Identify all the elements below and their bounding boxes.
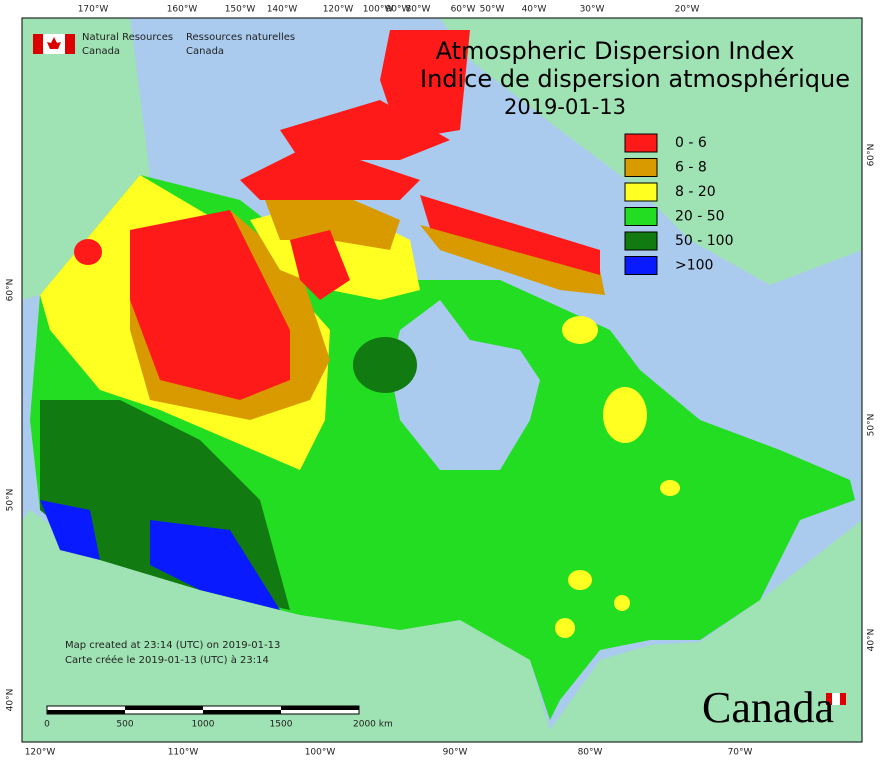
top-label: 120°W [323, 5, 354, 15]
legend-swatch [624, 133, 658, 153]
legend-label: 6 - 8 [675, 160, 707, 176]
top-label: 150°W [225, 5, 256, 15]
top-label: 50°W [480, 5, 505, 15]
right-label: 60°N [867, 144, 877, 167]
top-label: 30°W [580, 5, 605, 15]
top-label: 140°W [267, 5, 298, 15]
bottom-label: 80°W [578, 748, 603, 758]
bottom-label: 110°W [168, 748, 199, 758]
scale-label: 2000 km [353, 720, 393, 730]
logo-en: Natural Resources [82, 32, 173, 43]
logo: Natural Resources Canada Ressources natu… [33, 32, 846, 705]
top-label: 80°W [406, 5, 431, 15]
scale-label: 0 [44, 720, 50, 730]
left-label: 50°N [6, 489, 16, 512]
legend-swatch [624, 231, 658, 251]
bottom-label: 100°W [305, 748, 336, 758]
top-label: 160°W [167, 5, 198, 15]
frame [21, 17, 863, 743]
logo-fr: Canada [186, 46, 224, 57]
wordmark: Canada [702, 683, 834, 732]
top-label: 60°W [451, 5, 476, 15]
top-label: 90°W [386, 5, 411, 15]
legend-label: 8 - 20 [675, 184, 716, 200]
legend-swatch [624, 207, 658, 226]
right-label: 50°N [867, 414, 877, 437]
title: Atmospheric Dispersion Index [436, 37, 795, 65]
top-label: 100°W [363, 5, 394, 15]
scale-bar [46, 705, 360, 715]
top-label: 20°W [675, 5, 700, 15]
title: Indice de dispersion atmosphérique [420, 65, 850, 93]
legend-label: 20 - 50 [675, 209, 725, 225]
graticule: 170°W 160°W 150°W 140°W 120°W 100°W90°W80°W 60… [6, 5, 877, 758]
logo-en: Canada [82, 46, 120, 57]
logo-fr: Ressources naturelles [186, 32, 295, 43]
legend-swatch [624, 182, 658, 202]
scale-label: 1000 [192, 720, 215, 730]
legend-swatch [624, 256, 658, 275]
left-label: 40°N [6, 689, 16, 712]
legend-label: 0 - 6 [675, 135, 707, 151]
bottom-label: 120°W [25, 748, 56, 758]
legend-label: >100 [675, 258, 713, 274]
top-label: 40°W [522, 5, 547, 15]
date: 2019-01-13 [504, 95, 626, 119]
scale-label: 1500 [270, 720, 293, 730]
bottom-label: 70°W [728, 748, 753, 758]
scale-label: 500 [116, 720, 133, 730]
bottom-label: 90°W [443, 748, 468, 758]
note: Map created at 23:14 (UTC) on 2019-01-13 [65, 640, 280, 651]
left-label: 60°N [6, 279, 16, 302]
index-zones [30, 30, 855, 720]
top-label: 170°W [78, 5, 109, 15]
legend-label: 50 - 100 [675, 233, 734, 249]
legend-swatch [624, 158, 658, 177]
right-label: 40°N [867, 629, 877, 652]
note: Carte créée le 2019-01-13 (UTC) à 23:14 [65, 654, 269, 666]
scale-labels: 0 500 1000 1500 2000 km [44, 720, 393, 730]
legend: 0 - 6 6 - 8 8 - 20 20 - 50 50 - 100 >100 [624, 133, 734, 275]
